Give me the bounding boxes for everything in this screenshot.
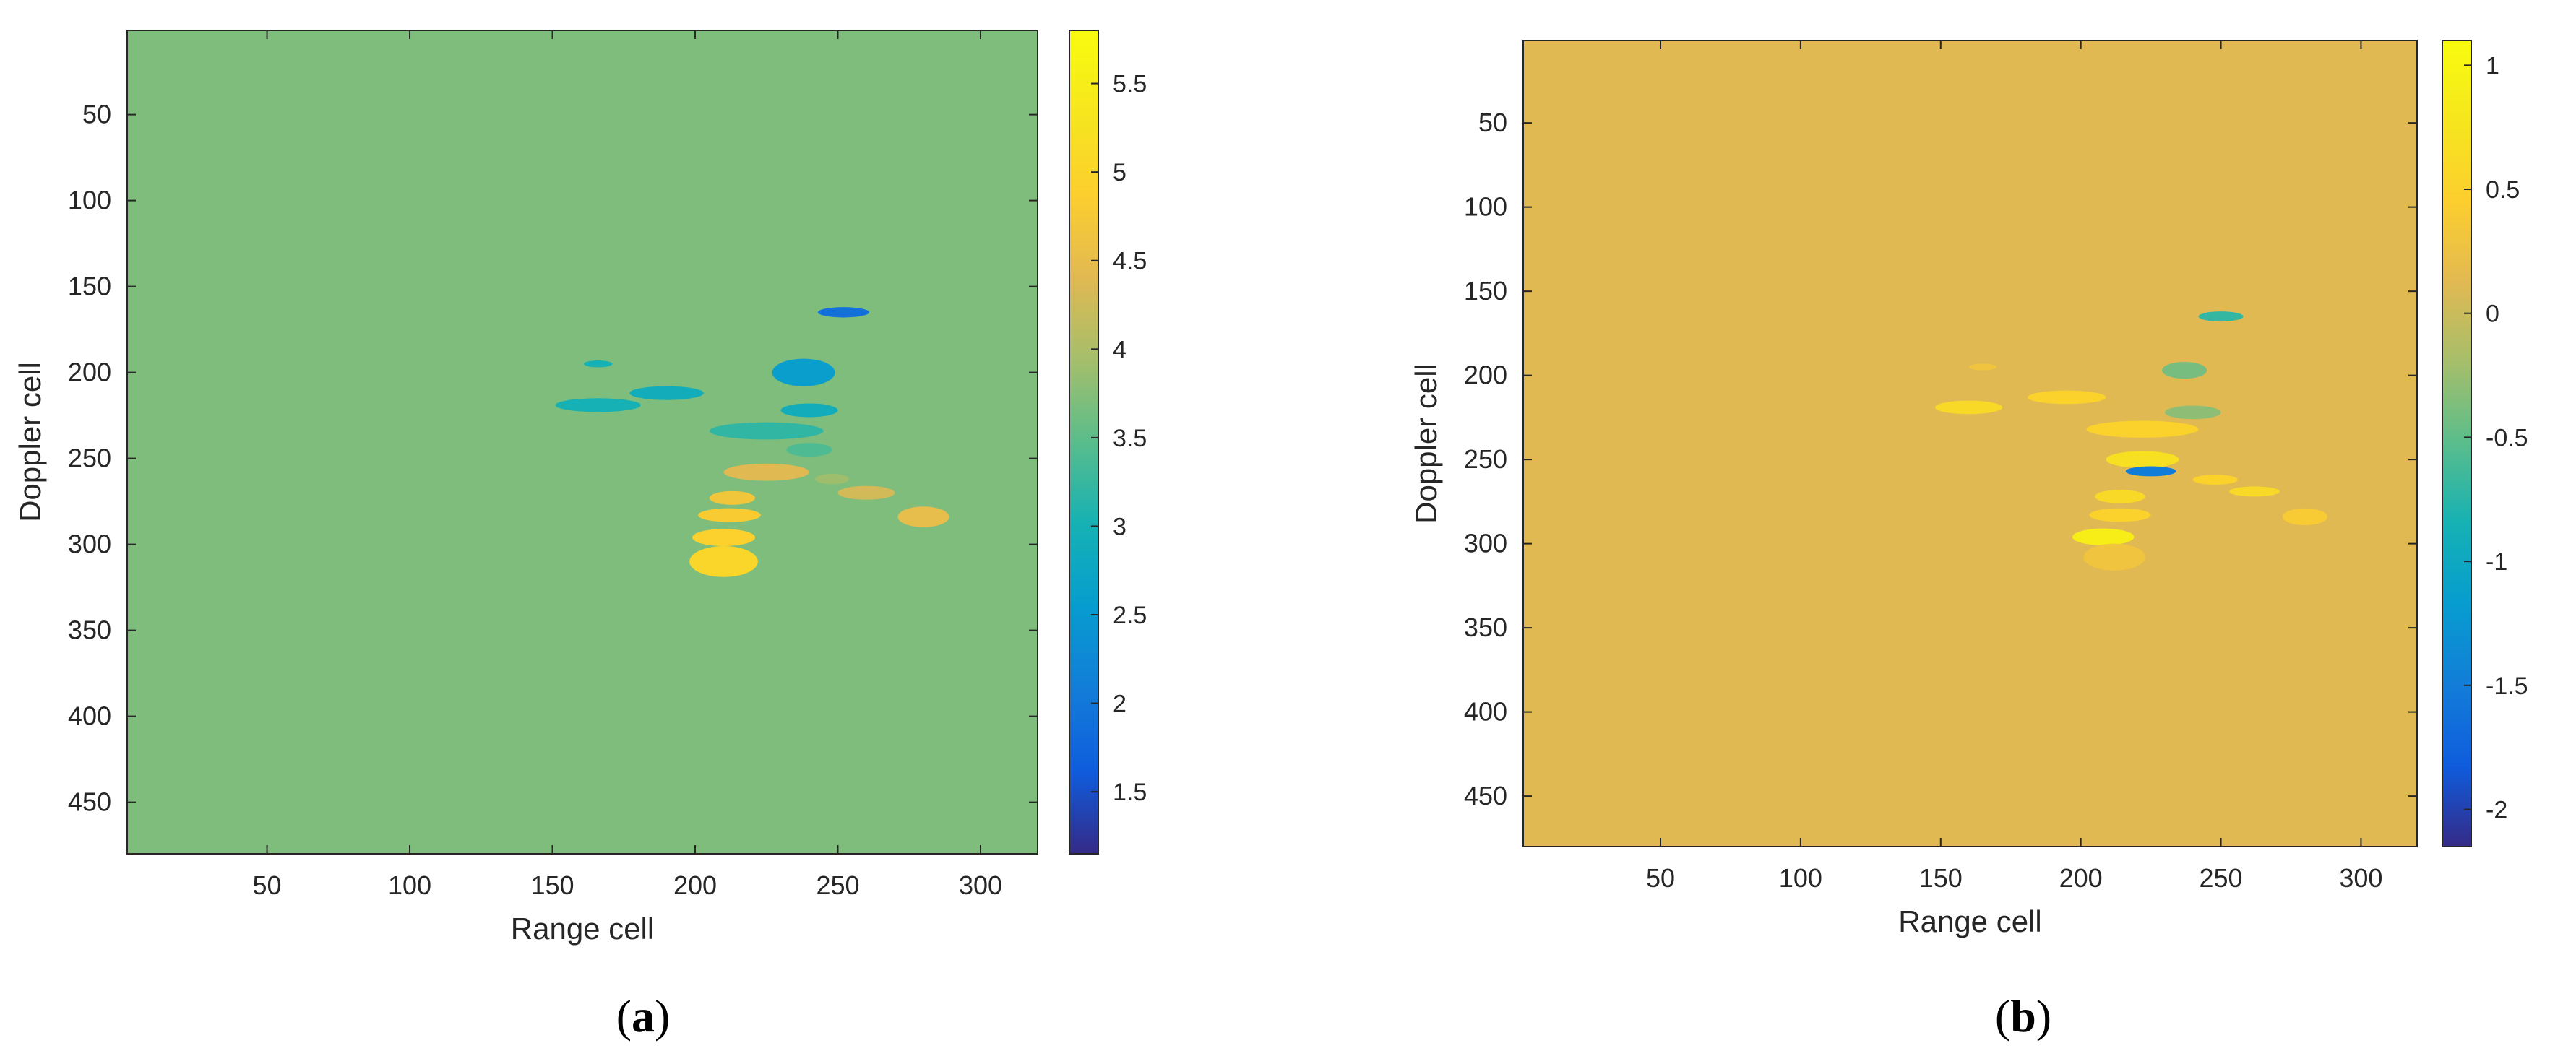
heatmap-blob — [555, 398, 641, 412]
heatmap-blob — [2072, 528, 2135, 545]
colorbar-tick-label: 0 — [2486, 300, 2499, 328]
heatmap-blobs — [555, 307, 949, 577]
y-tick-label: 450 — [1464, 781, 1507, 810]
panel-a: 50 100 150 200 250 300 50 100 150 200 250 300 350 400… — [13, 30, 1147, 1042]
y-tick-label: 350 — [1464, 613, 1507, 642]
heatmap-blobs — [1935, 311, 2327, 571]
heatmap-blob — [692, 529, 755, 546]
colorbar — [1069, 30, 1099, 855]
heatmap-blob — [2027, 390, 2106, 405]
y-tick-label: 150 — [1464, 276, 1507, 306]
heatmap-blob — [2095, 490, 2145, 503]
x-tick-label: 150 — [530, 870, 574, 900]
y-tick-label: 250 — [1464, 444, 1507, 474]
x-tick-label: 300 — [959, 870, 1002, 900]
heatmap-blob — [2192, 475, 2238, 485]
heatmap-blob — [689, 545, 758, 577]
y-tick-label: 250 — [68, 444, 111, 473]
panel-label: (b) — [1995, 990, 2051, 1042]
colorbar — [2442, 40, 2472, 847]
heatmap-blob — [2106, 451, 2179, 468]
y-tick-label: 350 — [68, 615, 111, 645]
heatmap-blob — [2083, 543, 2145, 571]
heatmap-blob — [897, 506, 949, 527]
heatmap-blob — [2282, 508, 2327, 525]
panel-label: (a) — [616, 990, 671, 1042]
y-tick-label: 200 — [68, 358, 111, 387]
heatmap-background — [127, 30, 1038, 854]
colorbar-tick-label: 3 — [1113, 513, 1127, 540]
heatmap-blob — [837, 485, 895, 500]
heatmap-background — [1523, 40, 2417, 847]
x-tick-label: 50 — [253, 870, 282, 900]
colorbar-tick-label: -0.5 — [2486, 424, 2528, 451]
y-axis-title: Doppler cell — [1409, 363, 1443, 524]
y-tick-label: 300 — [68, 529, 111, 559]
colorbar-tick-label: 5 — [1113, 159, 1127, 186]
x-tick-label: 100 — [388, 870, 431, 900]
y-tick-label: 150 — [68, 272, 111, 301]
y-axis-title: Doppler cell — [13, 362, 47, 522]
y-tick-label: 50 — [1478, 108, 1507, 137]
heatmap-blob — [1935, 400, 2003, 415]
x-axis-title: Range cell — [511, 912, 654, 946]
heatmap-blob — [817, 307, 869, 318]
heatmap-blob — [2229, 486, 2280, 497]
y-tick-label: 300 — [1464, 529, 1507, 558]
x-axis-title: Range cell — [1898, 904, 2041, 938]
heatmap-blob — [2089, 508, 2151, 522]
x-tick-label: 250 — [2200, 863, 2243, 893]
y-tick-label: 200 — [1464, 360, 1507, 390]
heatmap-blob — [2165, 405, 2221, 420]
heatmap-blob — [2125, 466, 2176, 477]
colorbar-tick-label: 2.5 — [1113, 602, 1147, 629]
heatmap-blob — [2198, 311, 2244, 322]
heatmap-blob — [709, 422, 824, 440]
heatmap-blob — [814, 474, 850, 485]
colorbar-tick-label: 1 — [2486, 52, 2499, 79]
y-tick-label: 100 — [1464, 192, 1507, 222]
x-tick-label: 300 — [2339, 863, 2382, 893]
colorbar-tick-label: 3.5 — [1113, 425, 1147, 452]
colorbar-tick-label: 4.5 — [1113, 248, 1147, 275]
colorbar-tick-label: 1.5 — [1113, 779, 1147, 806]
heatmap-blob — [629, 386, 704, 400]
colorbar-tick-label: 0.5 — [2486, 176, 2520, 204]
colorbar-tick-label: 2 — [1113, 691, 1127, 718]
y-tick-label: 100 — [68, 186, 111, 215]
x-tick-label: 50 — [1646, 863, 1675, 893]
x-tick-label: 100 — [1779, 863, 1822, 893]
y-tick-label: 50 — [82, 100, 111, 129]
x-tick-label: 150 — [1919, 863, 1963, 893]
y-tick-label: 400 — [68, 701, 111, 731]
heatmap-blob — [697, 508, 761, 522]
y-tick-label: 400 — [1464, 697, 1507, 727]
panel-b: 50 100 150 200 250 300 50 100 150 200 250 300 350 400… — [1409, 40, 2528, 1042]
heatmap-blob — [583, 360, 613, 368]
colorbar-tick-label: 4 — [1113, 336, 1127, 363]
x-tick-label: 200 — [673, 870, 717, 900]
colorbar-tick-label: -1 — [2486, 548, 2507, 576]
heatmap-blob — [1968, 363, 1997, 371]
axes-frame — [1522, 40, 2418, 847]
heatmap-blob — [709, 490, 755, 505]
y-tick-label: 450 — [68, 787, 111, 817]
heatmap-blob — [723, 463, 810, 481]
heatmap-blob — [2086, 420, 2199, 438]
x-tick-label: 200 — [2059, 863, 2103, 893]
heatmap-blob — [2162, 362, 2207, 379]
heatmap-blob — [780, 403, 838, 418]
x-tick-label: 250 — [816, 870, 859, 900]
colorbar-tick-label: -2 — [2486, 796, 2507, 823]
colorbar-tick-label: 5.5 — [1113, 71, 1147, 98]
axes-frame — [126, 30, 1038, 855]
heatmap-blob — [772, 358, 835, 386]
heatmap-blob — [786, 443, 832, 457]
colorbar-tick-label: -1.5 — [2486, 672, 2528, 700]
